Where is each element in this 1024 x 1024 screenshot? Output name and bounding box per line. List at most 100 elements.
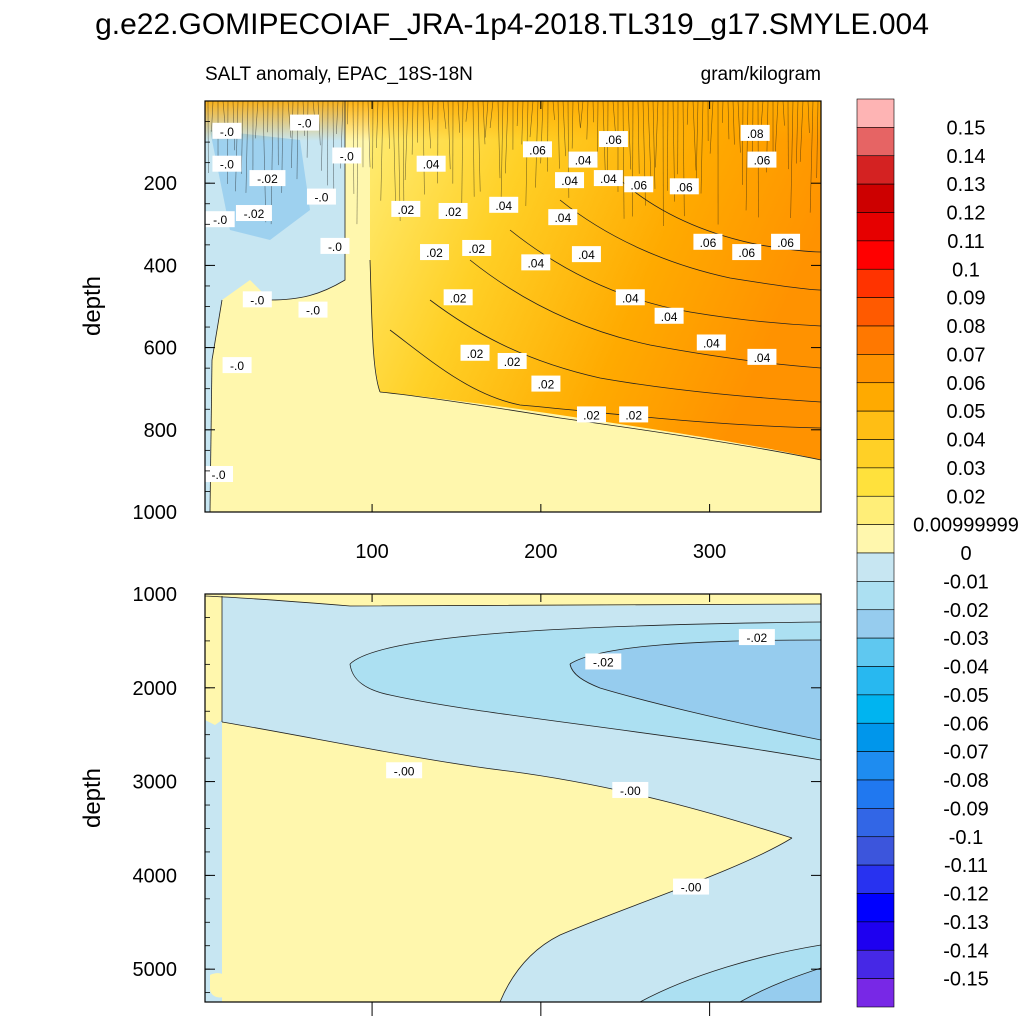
colorbar-label: -0.14	[943, 940, 989, 962]
surface-spike	[235, 101, 239, 192]
colorbar-label: -0.1	[949, 827, 983, 849]
contour-label-box	[693, 233, 723, 250]
contour-label-box	[615, 289, 645, 306]
surface-spike	[245, 101, 249, 193]
lower-field: -.02 -.02 -.00 -.00 -.00	[205, 594, 821, 1002]
surface-spike	[571, 101, 574, 149]
surface-spike	[807, 101, 810, 134]
upper-y-label: depth	[79, 276, 106, 336]
contour-label: -.0	[298, 117, 312, 131]
surface-spike	[296, 101, 299, 180]
y-tick-label: 1000	[133, 584, 178, 606]
lower-frame	[204, 593, 822, 1003]
colorbar-swatch	[856, 127, 895, 157]
lower-negative-core	[570, 640, 821, 740]
contour-label-box	[696, 334, 726, 351]
colorbar-label: -0.04	[943, 657, 989, 679]
contour-label: -.0	[328, 240, 342, 254]
colorbar-label: 0.15	[947, 117, 986, 139]
contour-label-box	[593, 170, 623, 187]
contour-label-box	[624, 176, 654, 193]
contour-label: -.0	[230, 359, 244, 373]
lower-small-positive-patch	[210, 973, 231, 998]
colorbar-label: -0.12	[943, 884, 989, 906]
surface-spike	[799, 101, 804, 162]
colorbar-swatch	[856, 779, 895, 809]
contour-label: .02	[625, 408, 642, 422]
contour-label: .06	[777, 236, 794, 250]
contour-label: -.02	[747, 631, 768, 645]
surface-spike	[760, 101, 764, 129]
contour-label-box	[320, 237, 350, 254]
colorbar-swatch	[856, 609, 895, 639]
surface-spike	[592, 101, 594, 123]
contour-label-box	[212, 122, 242, 139]
surface-spike	[557, 101, 560, 169]
contour-label-box	[598, 131, 628, 148]
contour-label-box	[669, 178, 699, 195]
surface-spike	[695, 101, 699, 192]
upper-contour	[209, 359, 213, 512]
colorbar-label: -0.09	[943, 798, 989, 820]
surface-spike	[796, 101, 799, 164]
colorbar-swatch	[856, 382, 895, 412]
contour-label: .04	[527, 256, 544, 270]
contour-label: -.0	[306, 304, 320, 318]
contour-label-box	[568, 151, 598, 168]
colorbar-swatch	[856, 552, 895, 582]
contour-label: .06	[630, 178, 647, 192]
surface-spike	[497, 101, 501, 179]
contour-label: .02	[397, 203, 414, 217]
contour-label: -.0	[220, 158, 234, 172]
lower-contour	[221, 721, 793, 839]
surface-spike	[692, 101, 697, 171]
surface-spike	[627, 101, 632, 170]
lower-y-label: depth	[79, 768, 106, 828]
colorbar-swatch	[856, 495, 895, 525]
contour-label-box	[747, 348, 777, 365]
surface-spike	[465, 101, 469, 122]
surface-spike	[255, 101, 259, 139]
x-tick-label: 100	[355, 541, 388, 563]
contour-label: .04	[661, 310, 678, 324]
contour-label-box	[222, 357, 252, 374]
contour-label-box	[212, 155, 242, 172]
y-tick-label: 800	[144, 420, 177, 442]
surface-spike	[287, 101, 292, 138]
contour-label-box	[576, 406, 606, 423]
surface-spike	[327, 101, 329, 186]
surface-spike	[411, 101, 414, 155]
contour-label: .06	[754, 154, 771, 168]
surface-spike	[745, 101, 749, 211]
surface-spike	[347, 101, 349, 125]
surface-spike	[774, 101, 779, 156]
contour-label: .04	[754, 351, 771, 365]
contour-label: .06	[676, 180, 693, 194]
colorbar-swatch	[856, 581, 895, 611]
colorbar-swatch	[856, 893, 895, 923]
upper-contour	[389, 329, 821, 429]
surface-spike	[461, 101, 464, 218]
x-axis: 100 200 300	[355, 101, 726, 563]
surface-spike	[417, 101, 419, 143]
contour-label-box	[438, 202, 468, 219]
colorbar-label: 0.02	[947, 486, 986, 508]
colorbar-swatch	[856, 751, 895, 781]
contour-label: -.02	[593, 655, 614, 669]
surface-spike	[211, 101, 214, 132]
surface-spike	[562, 101, 566, 157]
upper-contour-labels: -.0 -.0 -.0 -.02 -.0 -.0 -.02 -.0 -.0 -.0 -.0 -.0 -.…	[205, 114, 801, 483]
colorbar-label: -0.05	[943, 685, 989, 707]
upper-contour	[211, 299, 223, 361]
colorbar-swatch	[856, 694, 895, 724]
surface-spike	[529, 101, 534, 138]
contour-label: -.0	[314, 191, 328, 205]
contour-label-box	[416, 155, 446, 172]
contour-label: .04	[600, 172, 617, 186]
colorbar-label: 0.05	[947, 401, 986, 423]
colorbar-swatch	[856, 240, 895, 270]
contour-label-box	[548, 209, 578, 226]
surface-spike	[647, 101, 652, 179]
colorbar-label: 0.04	[947, 430, 986, 452]
surface-spike	[500, 101, 504, 212]
